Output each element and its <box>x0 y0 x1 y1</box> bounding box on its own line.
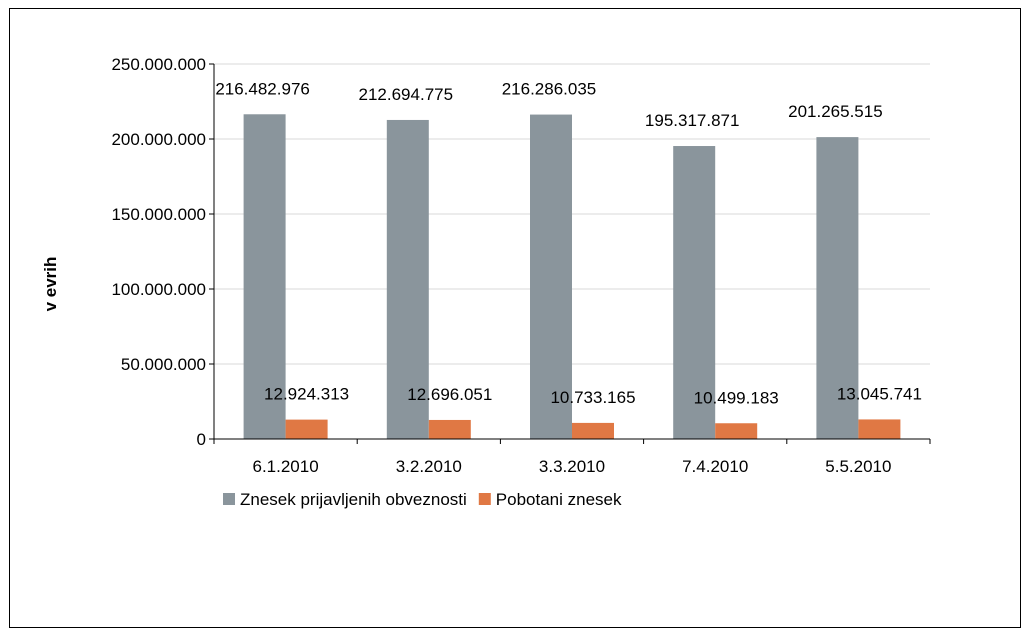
bar-pobotani <box>285 419 328 439</box>
x-tick-label: 5.5.2010 <box>825 457 891 476</box>
data-label: 201.265.515 <box>788 102 883 121</box>
data-label: 10.499.183 <box>694 388 779 407</box>
bar-pobotani <box>715 423 758 439</box>
y-axis-label: v evrih <box>41 257 60 312</box>
bar-chart: 0 50.000.000 100.000.000 150.000.000 200.000… <box>41 55 931 509</box>
legend: Znesek prijavljenih obveznosti Pobotani z… <box>223 490 622 509</box>
y-tick-label: 150.000.000 <box>111 205 206 224</box>
x-tick-label: 6.1.2010 <box>253 457 319 476</box>
data-labels: 216.482.976 212.694.775 216.286.035 195.317… <box>215 79 922 407</box>
y-tick-label: 50.000.000 <box>121 355 206 374</box>
y-tick-label: 200.000.000 <box>111 130 206 149</box>
legend-swatch <box>478 493 491 505</box>
bars <box>243 114 901 440</box>
bar-znesek <box>530 114 572 439</box>
data-label: 13.045.741 <box>837 384 922 403</box>
axes <box>213 64 931 444</box>
x-tick-labels: 6.1.2010 3.2.2010 3.3.2010 7.4.2010 5.5.2010 <box>253 457 892 476</box>
chart-frame: 0 50.000.000 100.000.000 150.000.000 200.000… <box>9 8 1021 628</box>
x-tick-label: 3.3.2010 <box>539 457 605 476</box>
bar-pobotani <box>858 419 901 439</box>
legend-label: Pobotani znesek <box>496 490 622 509</box>
bar-znesek <box>386 119 429 440</box>
bar-znesek <box>673 146 716 439</box>
legend-label: Znesek prijavljenih obveznosti <box>240 490 467 509</box>
y-tick-label: 100.000.000 <box>111 280 206 299</box>
x-tick-label: 7.4.2010 <box>682 457 748 476</box>
y-tick-label: 250.000.000 <box>111 55 206 74</box>
y-tick-label: 0 <box>197 430 206 449</box>
y-tick-labels: 0 50.000.000 100.000.000 150.000.000 200.000… <box>111 55 206 449</box>
legend-swatch <box>223 493 235 505</box>
data-label: 12.696.051 <box>407 385 492 404</box>
bar-znesek <box>243 114 286 439</box>
data-label: 10.733.165 <box>550 388 635 407</box>
x-tick-label: 3.2.2010 <box>396 457 462 476</box>
data-label: 216.482.976 <box>215 79 310 98</box>
bar-pobotani <box>428 419 471 439</box>
bar-pobotani <box>572 422 614 439</box>
data-label: 216.286.035 <box>502 80 597 99</box>
data-label: 12.924.313 <box>264 385 349 404</box>
bar-znesek <box>816 137 859 439</box>
data-label: 195.317.871 <box>645 111 740 130</box>
data-label: 212.694.775 <box>359 85 454 104</box>
